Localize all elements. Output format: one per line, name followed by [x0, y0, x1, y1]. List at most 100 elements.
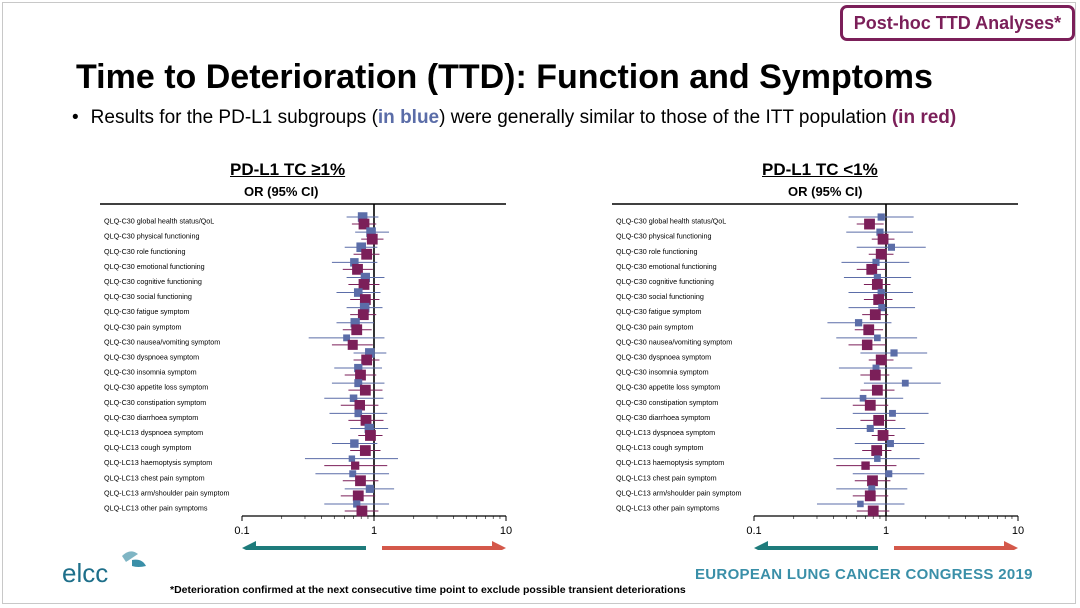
point-pdl1: [353, 500, 361, 508]
bullet-text: • Results for the PD-L1 subgroups (in blu…: [72, 107, 956, 129]
row-label: QLQ-C30 emotional functioning: [616, 262, 717, 271]
row-label: QLQ-C30 insomnia symptom: [616, 368, 709, 377]
point-itt: [877, 430, 889, 441]
row-label: QLQ-C30 emotional functioning: [104, 262, 205, 271]
row-label: QLQ-LC13 haemoptysis symptom: [104, 458, 212, 467]
point-itt: [864, 218, 875, 230]
x-tick-label: 0.1: [746, 525, 761, 537]
left-or-label: OR (95% CI): [244, 184, 319, 199]
point-itt: [873, 414, 885, 426]
point-itt: [861, 339, 873, 351]
point-pdl1: [873, 273, 881, 282]
row-label: QLQ-LC13 dyspnoea symptom: [104, 428, 203, 437]
point-pdl1: [872, 258, 880, 266]
x-tick-label: 10: [500, 525, 512, 537]
point-itt: [351, 324, 363, 336]
bullet-prefix: Results for the PD-L1 subgroups (: [90, 107, 378, 128]
row-label: QLQ-C30 dyspnoea symptom: [104, 352, 199, 361]
point-itt: [867, 475, 878, 487]
favours-left-arrow-head: [242, 541, 256, 550]
point-pdl1: [876, 228, 884, 236]
point-itt: [360, 414, 372, 426]
post-hoc-badge: Post-hoc TTD Analyses*: [840, 5, 1075, 41]
favours-right-arrow-head: [1004, 541, 1018, 550]
point-itt: [863, 324, 875, 336]
point-itt: [361, 354, 373, 366]
row-label: QLQ-C30 constipation symptom: [104, 398, 206, 407]
point-pdl1: [354, 363, 363, 373]
point-pdl1: [866, 424, 874, 432]
point-itt: [358, 218, 370, 230]
row-label: QLQ-C30 role functioning: [104, 247, 186, 256]
row-label: QLQ-LC13 other pain symptoms: [616, 503, 720, 512]
row-label: QLQ-C30 appetite loss symptom: [616, 383, 720, 392]
point-pdl1: [886, 440, 894, 448]
point-pdl1: [365, 348, 375, 358]
point-pdl1: [350, 318, 360, 328]
point-itt: [355, 369, 366, 381]
row-label: QLQ-C30 pain symptom: [104, 322, 182, 331]
row-label: QLQ-C30 diarrhoea symptom: [616, 413, 710, 422]
point-itt: [866, 263, 878, 275]
point-pdl1: [874, 334, 881, 342]
point-itt: [359, 384, 371, 396]
row-label: QLQ-C30 nausea/vomiting symptom: [104, 337, 220, 346]
row-label: QLQ-C30 social functioning: [616, 292, 704, 301]
point-pdl1: [354, 379, 363, 388]
point-itt: [864, 490, 876, 502]
point-itt: [347, 339, 358, 350]
row-label: QLQ-C30 social functioning: [104, 292, 192, 301]
point-itt: [867, 505, 879, 517]
right-panel-title: PD-L1 TC <1%: [762, 160, 878, 179]
point-itt: [873, 294, 885, 305]
point-pdl1: [357, 212, 368, 222]
point-pdl1: [877, 213, 885, 221]
row-label: QLQ-C30 nausea/vomiting symptom: [616, 337, 732, 346]
point-itt: [871, 279, 883, 290]
point-itt: [871, 384, 883, 396]
point-itt: [869, 369, 881, 381]
elcc-logo: elcc: [62, 551, 146, 588]
row-label: QLQ-LC13 cough symptom: [616, 443, 704, 452]
point-pdl1: [889, 409, 896, 417]
bullet-dot: •: [72, 107, 79, 128]
bullet-red: (in red): [891, 107, 957, 128]
point-pdl1: [359, 302, 370, 313]
row-label: QLQ-C30 appetite loss symptom: [104, 383, 208, 392]
point-pdl1: [365, 484, 374, 493]
row-label: QLQ-LC13 arm/shoulder pain symptom: [616, 488, 741, 497]
point-pdl1: [356, 242, 367, 253]
row-label: QLQ-LC13 chest pain symptom: [104, 473, 205, 482]
point-itt: [352, 490, 364, 502]
point-pdl1: [859, 394, 867, 402]
point-itt: [861, 461, 870, 470]
row-label: QLQ-C30 constipation symptom: [616, 398, 718, 407]
point-pdl1: [350, 258, 359, 267]
forest-plot-right: 0.1 1 10 QLQ-C30 global health status/QoL QL…: [612, 203, 1024, 550]
point-itt: [359, 294, 371, 305]
point-itt: [359, 445, 371, 456]
point-pdl1: [354, 409, 363, 418]
point-pdl1: [857, 500, 864, 508]
point-itt: [351, 461, 360, 470]
row-label: QLQ-C30 cognitive functioning: [104, 277, 202, 286]
point-pdl1: [874, 455, 881, 462]
x-tick-label: 1: [883, 525, 889, 537]
row-label: QLQ-C30 physical functioning: [616, 232, 711, 241]
footnote: *Deterioration confirmed at the next con…: [170, 584, 686, 596]
elcc-logo-text: elcc: [62, 558, 108, 588]
row-label: QLQ-C30 global health status/QoL: [104, 217, 214, 226]
row-label: QLQ-C30 pain symptom: [616, 322, 694, 331]
point-pdl1: [366, 227, 376, 237]
point-itt: [358, 279, 370, 290]
bullet-middle: ) were generally similar to those of the…: [439, 107, 892, 128]
left-panel-title: PD-L1 TC ≥1%: [230, 160, 346, 179]
point-pdl1: [350, 439, 359, 448]
point-itt: [869, 309, 881, 321]
point-pdl1: [364, 423, 374, 434]
favours-left-arrow-head: [754, 541, 768, 550]
point-pdl1: [348, 455, 356, 462]
point-itt: [875, 354, 887, 366]
row-label: QLQ-C30 diarrhoea symptom: [104, 413, 198, 422]
